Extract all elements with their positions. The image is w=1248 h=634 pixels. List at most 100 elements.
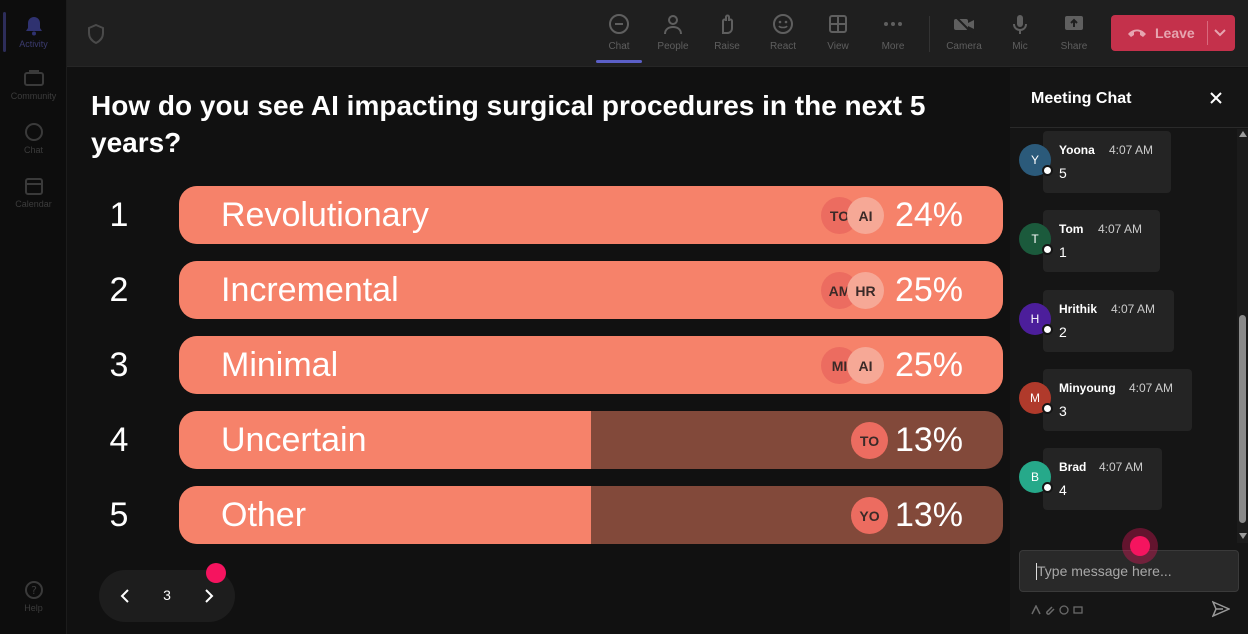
hang-up-icon xyxy=(1127,27,1147,39)
people-icon xyxy=(661,12,685,36)
message-text: 3 xyxy=(1059,403,1067,419)
gif-icon[interactable] xyxy=(1073,602,1083,614)
chat-avatar[interactable]: H xyxy=(1019,303,1053,335)
react-button[interactable]: React xyxy=(760,8,806,62)
chat-avatar[interactable]: B xyxy=(1019,461,1053,493)
help-icon: ? xyxy=(24,580,44,600)
option-percent: 13% xyxy=(894,496,963,534)
camera-button[interactable]: Camera xyxy=(941,8,987,62)
chat-avatar[interactable]: M xyxy=(1019,382,1053,414)
poll-option-row: 2 Incremental AM HR 25% xyxy=(67,261,1010,319)
leave-button[interactable]: Leave xyxy=(1111,15,1235,51)
voter-avatar: AI xyxy=(847,197,884,234)
more-button-label: More xyxy=(881,41,905,52)
emoji-icon[interactable] xyxy=(1059,602,1069,615)
chat-header: Meeting Chat xyxy=(1010,68,1248,128)
more-button[interactable]: More xyxy=(870,8,916,62)
camera-button-label: Camera xyxy=(946,41,982,52)
chat-message[interactable]: Brad 4:07 AM 4 xyxy=(1043,448,1162,510)
rail-item-activity[interactable]: Activity xyxy=(0,6,67,60)
message-author: Tom xyxy=(1059,222,1084,236)
chat-message-list[interactable]: Yoona 4:07 AM 5 Y Tom 4:07 AM 1 T Hrithik 4:07 AM… xyxy=(1010,129,1236,543)
calendar-icon xyxy=(24,176,44,196)
community-icon xyxy=(23,68,44,88)
option-label: Other xyxy=(221,496,307,534)
message-author: Brad xyxy=(1059,460,1087,474)
rail-item-chat[interactable]: Chat xyxy=(0,112,67,166)
rail-item-label: Help xyxy=(24,603,43,613)
bell-icon xyxy=(24,16,44,36)
rail-item-calendar[interactable]: Calendar xyxy=(0,166,67,220)
mic-button-label: Mic xyxy=(1012,41,1028,52)
presence-status xyxy=(1042,244,1053,255)
option-bar: Minimal MI AI 25% xyxy=(179,336,1003,394)
voter-avatar: YO xyxy=(851,497,888,534)
leave-divider xyxy=(1207,21,1208,45)
chat-message[interactable]: Tom 4:07 AM 1 xyxy=(1043,210,1160,272)
option-bar: Incremental AM HR 25% xyxy=(179,261,1003,319)
share-button[interactable]: Share xyxy=(1051,8,1097,62)
chat-message[interactable]: Minyoung 4:07 AM 3 xyxy=(1043,369,1192,431)
message-author: Yoona xyxy=(1059,143,1095,157)
poll-option-row: 4 Uncertain TO 13% xyxy=(67,411,1010,469)
chevron-down-icon[interactable] xyxy=(1213,25,1227,42)
chat-message[interactable]: Hrithik 4:07 AM 2 xyxy=(1043,290,1174,352)
svg-text:?: ? xyxy=(31,584,37,597)
message-time: 4:07 AM xyxy=(1109,143,1154,157)
voter-avatar: HR xyxy=(847,272,884,309)
presence-status xyxy=(1042,165,1053,176)
avatar-initial: B xyxy=(1030,470,1039,484)
rail-item-community[interactable]: Community xyxy=(0,58,67,112)
scroll-down-icon[interactable] xyxy=(1239,533,1247,539)
close-icon[interactable] xyxy=(1208,90,1224,106)
grid-icon xyxy=(826,12,850,36)
view-button[interactable]: View xyxy=(815,8,861,62)
chevron-left-icon[interactable] xyxy=(113,584,137,608)
option-label: Uncertain xyxy=(221,421,367,459)
send-icon[interactable] xyxy=(1211,600,1231,618)
scroll-up-icon[interactable] xyxy=(1239,131,1247,137)
option-number: 3 xyxy=(109,346,129,384)
meeting-chat-panel: Meeting Chat Yoona 4:07 AM 5 Y Tom 4:07 AM 1 T H… xyxy=(1010,68,1248,634)
avatar-initial: Y xyxy=(1030,153,1039,167)
meeting-toolbar: Chat People Raise React View xyxy=(67,0,1248,67)
message-text: 2 xyxy=(1059,324,1067,340)
chevron-right-icon[interactable] xyxy=(197,584,221,608)
option-bar-fill xyxy=(179,411,591,469)
chat-button[interactable]: Chat xyxy=(596,8,642,63)
chat-message[interactable]: Yoona 4:07 AM 5 xyxy=(1043,131,1171,193)
option-percent: 25% xyxy=(894,271,963,309)
chat-button-label: Chat xyxy=(608,41,630,52)
message-input[interactable]: Type message here... xyxy=(1019,550,1239,592)
attach-icon[interactable] xyxy=(1045,602,1055,615)
people-button[interactable]: People xyxy=(650,8,696,62)
message-author: Hrithik xyxy=(1059,302,1098,316)
avatar-initial: T xyxy=(1031,232,1039,246)
raise-hand-button[interactable]: Raise xyxy=(704,8,750,62)
raise-button-label: Raise xyxy=(714,41,740,52)
option-number: 2 xyxy=(109,271,129,309)
presence-status xyxy=(1042,482,1053,493)
react-button-label: React xyxy=(769,41,797,52)
format-icon[interactable] xyxy=(1031,602,1041,615)
chat-scrollbar[interactable] xyxy=(1237,129,1248,543)
message-time: 4:07 AM xyxy=(1099,460,1144,474)
chat-avatar[interactable]: Y xyxy=(1019,144,1053,176)
option-bar: Other YO 13% xyxy=(179,486,1003,544)
rail-item-label: Calendar xyxy=(15,199,52,209)
option-number: 4 xyxy=(109,421,129,459)
message-time: 4:07 AM xyxy=(1098,222,1143,236)
chat-title: Meeting Chat xyxy=(1031,90,1132,107)
chat-avatar[interactable]: T xyxy=(1019,223,1053,255)
option-bar-fill xyxy=(179,486,591,544)
option-label: Incremental xyxy=(221,271,399,309)
shield-icon[interactable] xyxy=(87,23,105,45)
option-percent: 13% xyxy=(894,421,963,459)
message-time: 4:07 AM xyxy=(1111,302,1156,316)
scroll-thumb[interactable] xyxy=(1239,315,1246,523)
chat-bubble-icon xyxy=(607,12,631,36)
rail-item-label: Activity xyxy=(19,39,48,49)
mic-button[interactable]: Mic xyxy=(997,8,1043,62)
rail-item-help[interactable]: ? Help xyxy=(0,570,67,624)
